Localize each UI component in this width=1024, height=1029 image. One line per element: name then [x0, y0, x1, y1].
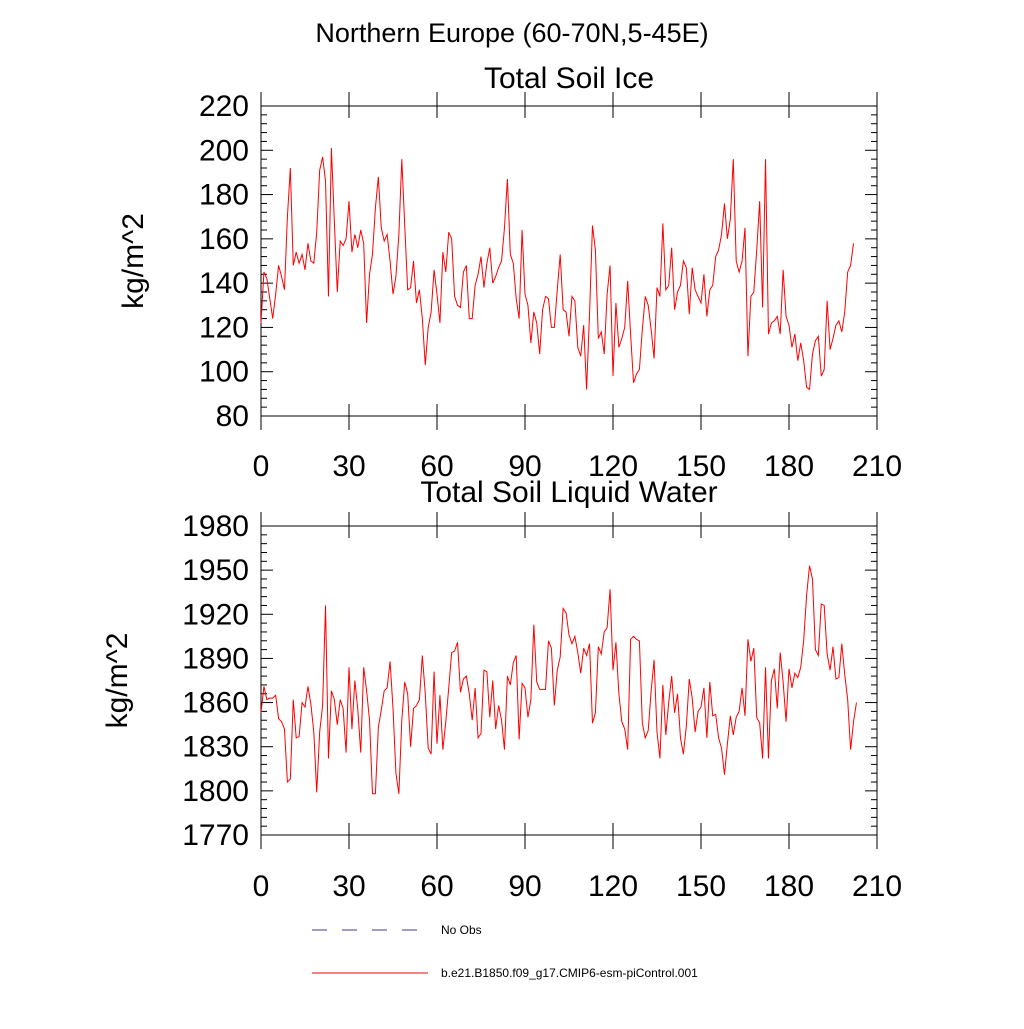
chart0-xtick-label: 60 [420, 450, 453, 483]
chart0-xtick-label: 210 [852, 450, 902, 483]
chart1-ytick-label: 1980 [182, 510, 249, 543]
chart0-ytick-label: 120 [199, 311, 249, 344]
chart0-ytick-label: 100 [199, 356, 249, 389]
chart-panel-soil-ice: Total Soil Ice kg/m^2 0 30 60 90 120 150 180 210 8… [117, 62, 902, 483]
chart1-ytick-label: 1800 [182, 775, 249, 808]
chart1-xtick-label: 150 [676, 870, 726, 903]
chart1-ylabel: kg/m^2 [101, 633, 134, 729]
chart0-ytick-label: 160 [199, 223, 249, 256]
chart1-xtick-label: 90 [508, 870, 541, 903]
chart0-title: Total Soil Ice [484, 62, 654, 95]
legend-label-no-obs: No Obs [441, 923, 482, 937]
legend: No Obs b.e21.B1850.f09_g17.CMIP6-esm-piC… [312, 923, 698, 980]
chart0-plot-frame [260, 105, 878, 417]
chart1-xtick-label: 180 [764, 870, 814, 903]
chart0-ytick-label: 180 [199, 179, 249, 212]
chart0-ytick-label: 200 [199, 134, 249, 167]
chart0-series-line-0 [260, 148, 855, 391]
chart1-ytick-label: 1950 [182, 554, 249, 587]
chart0-ytick-label: 140 [199, 267, 249, 300]
chart1-series-line-0 [260, 565, 857, 795]
chart1-xtick-label: 120 [588, 870, 638, 903]
chart1-ytick-label: 1860 [182, 687, 249, 720]
chart0-ylabel: kg/m^2 [117, 213, 150, 309]
chart1-xtick-label: 210 [852, 870, 902, 903]
chart1-ytick-label: 1920 [182, 598, 249, 631]
chart1-title: Total Soil Liquid Water [420, 476, 717, 509]
chart1-xtick-label: 0 [253, 870, 270, 903]
chart0-ytick-label: 220 [199, 90, 249, 123]
chart1-xtick-label: 30 [332, 870, 365, 903]
chart0-xtick-label: 180 [764, 450, 814, 483]
chart0-xtick-label: 90 [508, 450, 541, 483]
chart1-ytick-label: 1890 [182, 642, 249, 675]
chart0-xtick-label: 30 [332, 450, 365, 483]
figure-suptitle: Northern Europe (60-70N,5-45E) [315, 18, 708, 48]
chart-panel-soil-liquid-water: Total Soil Liquid Water kg/m^2 0 30 60 90 120 1… [101, 476, 902, 903]
chart0-ytick-label: 80 [216, 400, 249, 433]
chart1-xtick-label: 60 [420, 870, 453, 903]
legend-label-model: b.e21.B1850.f09_g17.CMIP6-esm-piControl.… [441, 966, 698, 980]
chart1-plot-frame [260, 525, 878, 836]
chart1-ytick-label: 1830 [182, 731, 249, 764]
chart0-xtick-label: 150 [676, 450, 726, 483]
chart0-xtick-label: 0 [253, 450, 270, 483]
chart1-ytick-label: 1770 [182, 819, 249, 852]
chart0-xtick-label: 120 [588, 450, 638, 483]
